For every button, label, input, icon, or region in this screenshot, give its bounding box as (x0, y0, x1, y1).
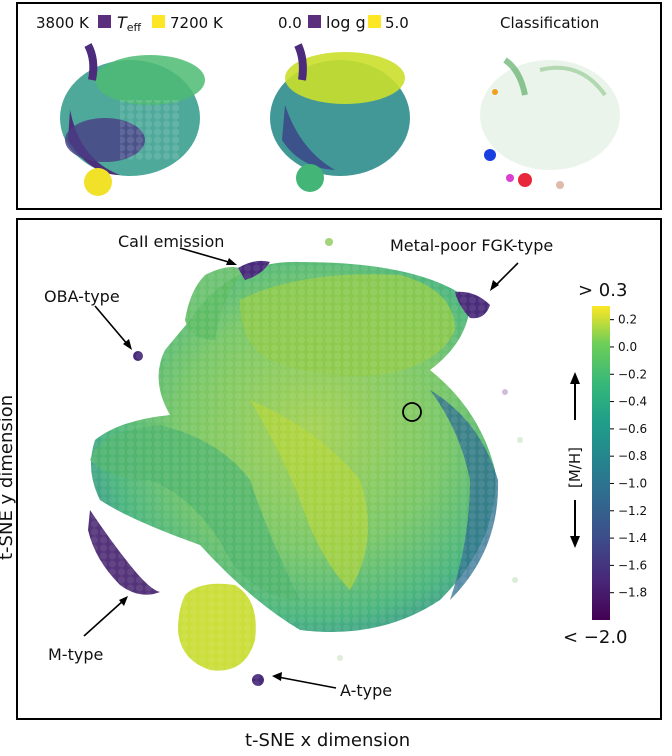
colorbar-tick-label: −0.2 (618, 367, 647, 381)
teff-legend: 3800 K Teff 7200 K (36, 13, 224, 34)
logg-high-swatch (368, 15, 381, 28)
annotation-atype: A-type (340, 681, 392, 700)
top-panel-frame (16, 2, 662, 210)
colorbar-tick-label: −1.8 (618, 586, 647, 600)
classification-title: Classification (500, 14, 599, 32)
tsne-metallicity-map (88, 238, 523, 690)
highlight-circle (402, 402, 422, 422)
annotations (83, 247, 519, 689)
teff-map (60, 43, 205, 196)
annotation-oba: OBA-type (44, 287, 120, 306)
colorbar: > 0.3 < −2.0 0.2 0.0 −0.2 −0.4 −0.6 −0.8 −1.0 −… (563, 280, 647, 648)
teff-min-label: 3800 K (36, 14, 90, 32)
teff-name: Teff (117, 13, 142, 34)
logg-legend: 0.0 log g 5.0 (278, 13, 409, 32)
colorbar-tick-label: −1.6 (618, 558, 647, 572)
colorbar-tick-label: −1.2 (618, 504, 647, 518)
colorbar-tick-label: −1.4 (618, 531, 647, 545)
teff-low-swatch (98, 15, 111, 28)
logg-map (270, 43, 410, 192)
colorbar-tick-label: −0.8 (618, 449, 647, 463)
colorbar-ticks: 0.2 0.0 −0.2 −0.4 −0.6 −0.8 −1.0 −1.2 −1.4 −1.6 −1… (610, 313, 647, 600)
colorbar-tick-label: −1.0 (618, 476, 647, 490)
teff-max-label: 7200 K (170, 14, 224, 32)
teff-high-swatch (152, 15, 165, 28)
annotation-mtype: M-type (48, 645, 103, 664)
colorbar-tick-label: 0.2 (618, 313, 637, 327)
classification-map (480, 57, 620, 189)
main-panel-frame (16, 218, 662, 720)
x-axis-label: t-SNE x dimension (245, 730, 410, 751)
colorbar-label: [M/H] (566, 447, 584, 488)
y-axis-label: t-SNE y dimension (0, 395, 17, 560)
colorbar-tick-label: −0.6 (618, 422, 647, 436)
colorbar-tick-label: 0.0 (618, 340, 637, 354)
annotation-caii: CaII emission (118, 232, 224, 251)
logg-max-label: 5.0 (385, 14, 409, 32)
logg-name: log g (326, 13, 366, 32)
colorbar-top-label: > 0.3 (578, 280, 627, 301)
colorbar-bottom-label: < −2.0 (563, 627, 628, 648)
annotation-metal-poor: Metal-poor FGK-type (390, 236, 553, 255)
logg-low-swatch (308, 15, 321, 28)
colorbar-tick-label: −0.4 (618, 395, 647, 409)
colorbar-gradient (592, 306, 610, 620)
logg-min-label: 0.0 (278, 14, 302, 32)
